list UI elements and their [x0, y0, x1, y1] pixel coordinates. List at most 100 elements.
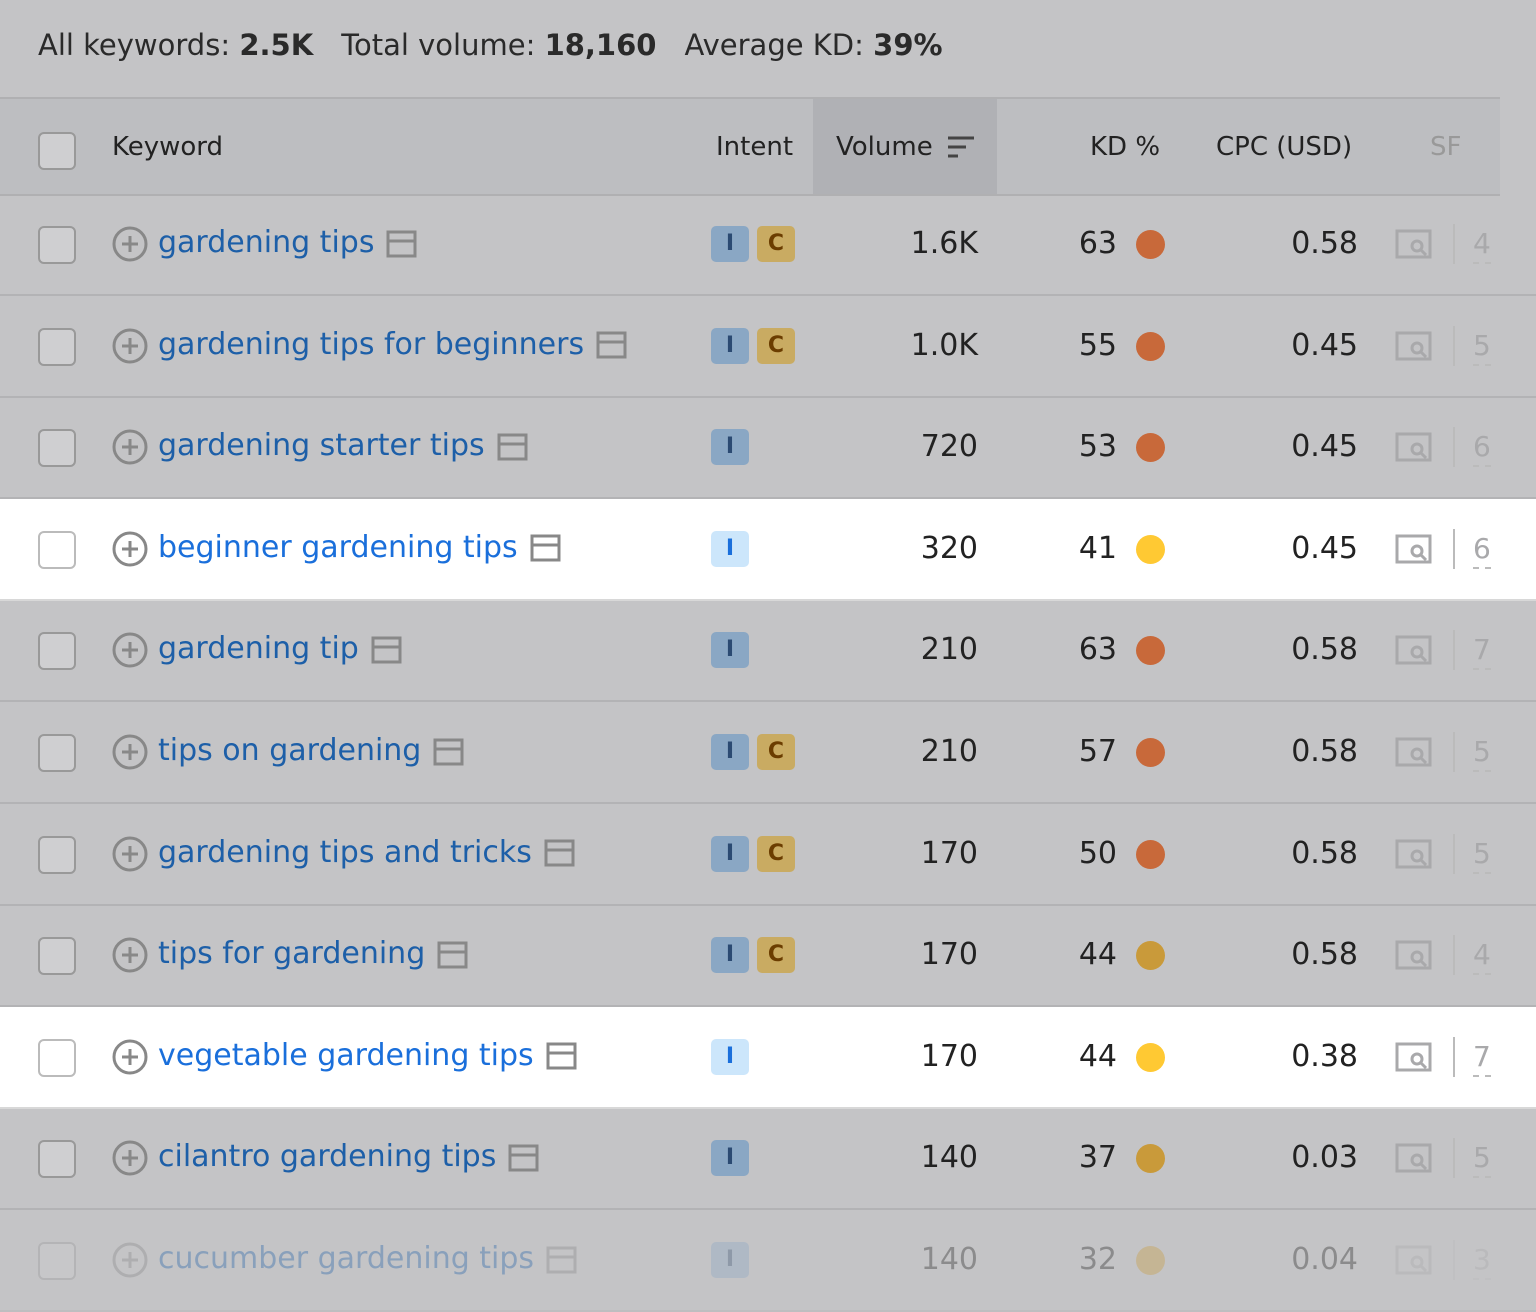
sf-icon[interactable] — [1395, 228, 1435, 264]
sf-count[interactable]: 6 — [1473, 531, 1491, 569]
kd-value: 44 — [1078, 937, 1117, 973]
kd-dot — [1136, 1246, 1165, 1275]
sf-icon[interactable] — [1395, 533, 1435, 569]
keyword-row: vegetable gardening tips I 170 44 0.38 7 — [0, 1006, 1536, 1109]
volume: 210 — [920, 632, 978, 668]
add-icon[interactable] — [112, 836, 148, 876]
row-checkbox[interactable] — [38, 327, 76, 366]
kd-dot — [1136, 941, 1165, 971]
kd-dot — [1136, 230, 1165, 259]
serp-icon[interactable] — [546, 1041, 586, 1071]
kd-value: 50 — [1078, 835, 1117, 871]
sf-icon[interactable] — [1395, 1142, 1435, 1178]
serp-icon[interactable] — [433, 737, 473, 767]
sf-count[interactable]: 4 — [1473, 937, 1491, 976]
add-icon[interactable] — [112, 632, 148, 672]
serp-icon[interactable] — [530, 533, 570, 563]
add-icon[interactable] — [112, 429, 148, 469]
sf-count[interactable]: 7 — [1473, 1039, 1491, 1077]
add-icon[interactable] — [112, 328, 148, 368]
sf-icon[interactable] — [1395, 838, 1435, 874]
serp-icon[interactable] — [596, 330, 636, 360]
add-icon[interactable] — [112, 937, 148, 977]
row-checkbox[interactable] — [38, 835, 76, 874]
serp-icon[interactable] — [437, 940, 477, 970]
sf-icon[interactable] — [1395, 431, 1435, 467]
intent-badge: I — [711, 937, 749, 974]
sort-icon[interactable] — [948, 135, 976, 159]
header-cpc[interactable]: CPC (USD) — [1216, 132, 1353, 162]
keyword-link[interactable]: vegetable gardening tips — [158, 1038, 586, 1074]
add-icon[interactable] — [112, 1039, 148, 1079]
kd-value: 44 — [1078, 1038, 1117, 1074]
summary-label: All keywords: — [38, 28, 231, 62]
serp-icon[interactable] — [544, 838, 584, 868]
header-volume[interactable]: Volume — [836, 132, 933, 162]
row-checkbox[interactable] — [38, 1140, 76, 1179]
add-icon[interactable] — [112, 1242, 148, 1282]
keyword-link[interactable]: gardening tip — [158, 631, 411, 667]
keyword-link[interactable]: gardening tips — [158, 225, 426, 261]
kd-value: 63 — [1078, 632, 1117, 668]
sf-icon[interactable] — [1395, 1041, 1435, 1077]
sf-count[interactable]: 5 — [1473, 836, 1491, 874]
keyword-link[interactable]: tips for gardening — [158, 936, 477, 972]
header-intent[interactable]: Intent — [716, 132, 794, 162]
volume: 140 — [920, 1242, 978, 1277]
cpc: 0.03 — [1291, 1140, 1358, 1176]
keyword-link[interactable]: cucumber gardening tips — [158, 1241, 586, 1277]
row-checkbox[interactable] — [38, 1038, 76, 1077]
add-icon[interactable] — [112, 1140, 148, 1180]
header-sf[interactable]: SF — [1430, 132, 1462, 162]
serp-icon[interactable] — [546, 1245, 586, 1275]
keyword-link[interactable]: tips on gardening — [158, 733, 473, 769]
sf-count[interactable]: 7 — [1473, 632, 1491, 671]
kd-dot — [1136, 738, 1165, 767]
sf-icon[interactable] — [1395, 736, 1435, 772]
sf-count[interactable]: 5 — [1473, 328, 1491, 366]
cpc: 0.58 — [1291, 835, 1358, 871]
add-icon[interactable] — [112, 734, 148, 774]
keyword-link[interactable]: gardening tips for beginners — [158, 327, 636, 363]
keyword-row: cucumber gardening tips I 140 32 0.04 3 — [0, 1210, 1536, 1312]
sf-count[interactable]: 3 — [1473, 1242, 1491, 1280]
volume: 1.0K — [910, 327, 978, 363]
row-checkbox[interactable] — [38, 226, 76, 264]
keyword-row: gardening tip I 210 63 0.58 7 — [0, 600, 1536, 703]
keyword-link[interactable]: gardening tips and tricks — [158, 835, 584, 871]
row-checkbox[interactable] — [38, 632, 76, 671]
sf-count[interactable]: 4 — [1473, 226, 1491, 264]
sorted-column-bg — [813, 99, 997, 194]
sf-icon[interactable] — [1395, 939, 1435, 975]
sf-count[interactable]: 5 — [1473, 734, 1491, 772]
keyword-link[interactable]: beginner gardening tips — [158, 530, 570, 566]
sf-divider — [1453, 528, 1455, 569]
sf-icon[interactable] — [1395, 634, 1435, 670]
summary-item: Total volume: 18,160 — [341, 28, 656, 62]
keyword-link[interactable]: cilantro gardening tips — [158, 1139, 548, 1175]
row-checkbox[interactable] — [38, 937, 76, 976]
serp-icon[interactable] — [497, 432, 537, 462]
add-icon[interactable] — [112, 531, 148, 571]
kd-dot — [1136, 1144, 1165, 1174]
row-checkbox[interactable] — [38, 429, 76, 468]
sf-count[interactable]: 6 — [1473, 429, 1491, 468]
select-all-checkbox[interactable] — [38, 132, 76, 170]
add-icon[interactable] — [112, 226, 148, 266]
keyword-link[interactable]: gardening starter tips — [158, 428, 537, 464]
kd-value: 53 — [1078, 429, 1117, 465]
header-kd[interactable]: KD % — [1090, 132, 1161, 162]
header-keyword[interactable]: Keyword — [112, 132, 224, 162]
sf-icon[interactable] — [1395, 1244, 1435, 1280]
serp-icon[interactable] — [386, 229, 426, 259]
row-checkbox[interactable] — [38, 734, 76, 772]
summary-item: Average KD: 39% — [684, 28, 942, 62]
row-checkbox[interactable] — [38, 530, 76, 569]
serp-icon[interactable] — [508, 1143, 548, 1173]
sf-count[interactable]: 5 — [1473, 1140, 1491, 1179]
row-checkbox[interactable] — [38, 1242, 76, 1280]
intent-badge: I — [711, 530, 749, 567]
keyword-row: beginner gardening tips I 320 41 0.45 6 — [0, 498, 1536, 601]
sf-icon[interactable] — [1395, 330, 1435, 366]
serp-icon[interactable] — [371, 635, 411, 665]
